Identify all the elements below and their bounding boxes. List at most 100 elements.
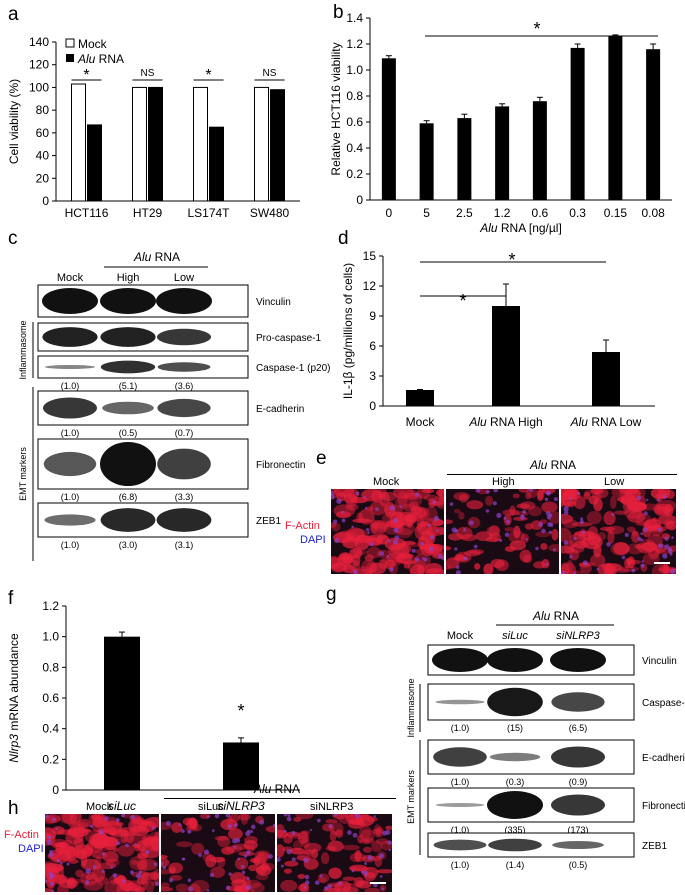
- x-tick-label: siLuc: [108, 799, 136, 813]
- cell-blob: [205, 854, 217, 868]
- cell-image: [277, 814, 392, 892]
- nucleus-dot: [546, 491, 550, 496]
- cell-blob: [331, 522, 341, 532]
- micrograph-e-low: [561, 489, 676, 574]
- quant-label: (1.0): [451, 825, 470, 835]
- x-tick-label: Alu RNA High: [468, 415, 542, 429]
- band: [435, 803, 485, 807]
- sig-label: *: [83, 67, 89, 84]
- nucleus-dot: [209, 872, 215, 878]
- cell-blob: [277, 844, 285, 858]
- cell-blob: [134, 886, 146, 892]
- band: [433, 747, 487, 767]
- x-axis-label: Alu RNA [ng/µl]: [479, 221, 562, 235]
- y-tick-label: 12: [363, 279, 377, 293]
- x-tick-label: 0.3: [569, 206, 586, 220]
- nucleus-dot: [364, 873, 368, 877]
- nucleus-dot: [66, 862, 70, 866]
- bar: [495, 106, 510, 200]
- cell-blob: [663, 519, 674, 530]
- nucleus-dot: [375, 507, 379, 511]
- nucleus-dot: [225, 814, 231, 818]
- x-tick-label: 0: [386, 206, 393, 220]
- nucleus-dot: [55, 827, 59, 831]
- x-tick-label: 0.08: [641, 206, 665, 220]
- cell-blob: [116, 882, 131, 892]
- nucleus-dot: [347, 830, 352, 835]
- cell-blob: [334, 880, 352, 892]
- cell-blob: [261, 863, 270, 872]
- bar-mock: [254, 86, 269, 202]
- blot-row-caspase-1-p20-: Caspase-1 (p20) (1.0) (5.1) (3.6): [37, 355, 330, 391]
- cell-blob: [58, 814, 74, 824]
- nucleus-dot: [240, 864, 245, 869]
- nucleus-dot: [621, 555, 626, 560]
- stain-label-dapi: DAPI: [300, 534, 326, 546]
- cell-blob: [210, 866, 226, 878]
- nucleus-dot: [553, 497, 558, 502]
- nucleus-dot: [640, 538, 644, 542]
- quant-label: (1.0): [451, 860, 470, 870]
- cell-blob: [349, 547, 363, 558]
- band: [100, 508, 156, 532]
- cell-blob: [359, 825, 372, 839]
- panel-letter-g: g: [326, 584, 337, 605]
- cell-blob: [380, 556, 403, 567]
- cell-blob: [80, 847, 93, 857]
- nucleus-dot: [379, 875, 383, 878]
- stain-label-factin: F-Actin: [285, 520, 320, 532]
- bar-alu-rna: [87, 124, 102, 202]
- nucleus-dot: [379, 853, 384, 859]
- cell-image: [446, 489, 559, 574]
- cell-blob: [359, 838, 370, 844]
- nucleus-dot: [245, 885, 251, 891]
- cell-blob: [432, 519, 444, 527]
- nucleus-dot: [104, 816, 109, 821]
- band: [43, 397, 97, 419]
- nucleus-dot: [341, 518, 346, 523]
- cell-blob: [483, 563, 494, 574]
- panel-letter-f: f: [8, 588, 14, 609]
- cell-blob: [392, 489, 415, 499]
- y-tick-label: 40: [36, 149, 50, 163]
- cell-blob: [525, 491, 532, 500]
- band-label: Fibronectin: [642, 801, 685, 812]
- y-tick-label: 1.2: [42, 599, 59, 613]
- cell-blob: [249, 882, 265, 892]
- nucleus-dot: [89, 824, 93, 828]
- cell-blob: [504, 527, 515, 532]
- nucleus-dot: [268, 854, 273, 859]
- band-label: ZEB1: [256, 516, 281, 527]
- bar-alu-rna: [148, 86, 163, 202]
- band: [435, 699, 485, 705]
- cell-blob: [627, 511, 646, 523]
- nucleus-dot: [454, 547, 458, 551]
- cell-blob: [648, 547, 660, 560]
- band: [45, 365, 95, 369]
- nucleus-dot: [640, 563, 645, 568]
- quant-label: (5.1): [119, 381, 138, 391]
- nucleus-dot: [373, 815, 376, 818]
- band: [100, 327, 156, 347]
- cell-blob: [238, 814, 251, 821]
- nucleus-dot: [449, 502, 454, 506]
- cell-blob: [366, 816, 378, 822]
- cell-blob: [358, 508, 375, 525]
- y-axis-label: Relative HCT116 viability: [329, 42, 343, 175]
- cell-blob: [257, 851, 265, 859]
- cell-blob: [136, 877, 148, 885]
- nucleus-dot: [334, 538, 340, 544]
- x-tick-label: SW480: [250, 206, 290, 220]
- cell-blob: [488, 525, 501, 538]
- nucleus-dot: [414, 492, 419, 497]
- cell-blob: [605, 525, 625, 535]
- nucleus-dot: [631, 568, 636, 573]
- cell-blob: [328, 867, 342, 879]
- nucleus-dot: [637, 536, 642, 541]
- sig-star: *: [237, 701, 244, 721]
- panel-letter-h: h: [8, 798, 19, 819]
- nucleus-dot: [429, 535, 435, 540]
- cell-blob: [342, 564, 356, 574]
- bar: [223, 742, 259, 790]
- nucleus-dot: [382, 830, 388, 836]
